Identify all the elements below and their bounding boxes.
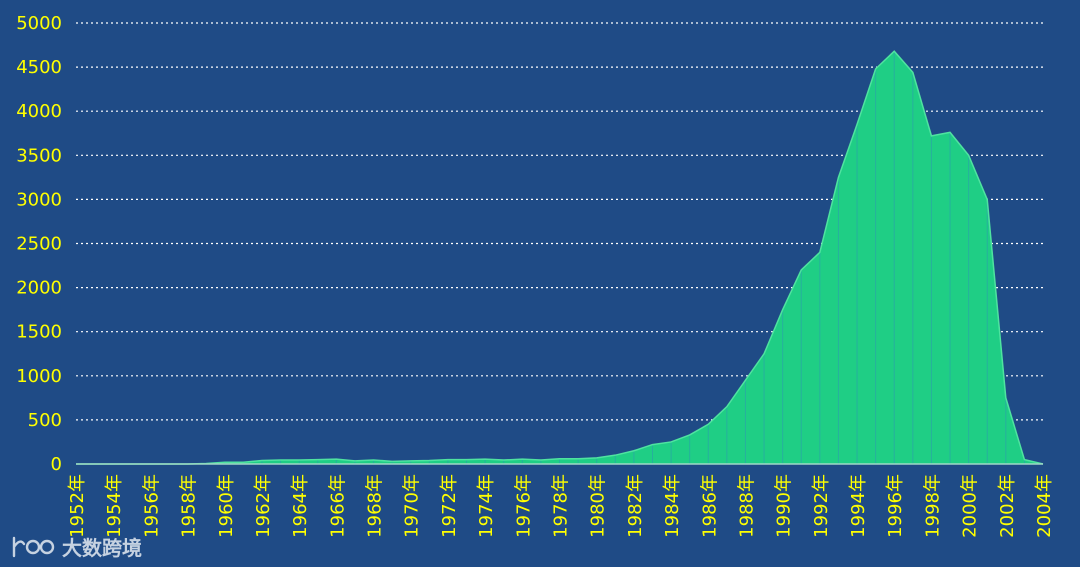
x-tick-label: 2000年 [960, 474, 981, 538]
y-tick-label: 4500 [16, 57, 62, 78]
x-tick-label: 1956年 [141, 474, 162, 538]
y-tick-label: 1500 [16, 322, 62, 343]
area-layer [76, 50, 1044, 465]
x-tick-label: 1988年 [736, 474, 757, 538]
x-tick-label: 1978年 [551, 474, 572, 538]
x-tick-label: 1964年 [290, 474, 311, 538]
x-tick-label: 2004年 [1034, 474, 1055, 538]
x-tick-label: 1960年 [216, 474, 237, 538]
y-tick-label: 2500 [16, 234, 62, 255]
x-tick-label: 1970年 [402, 474, 423, 538]
x-tick-label: 1990年 [774, 474, 795, 538]
x-tick-label: 1980年 [588, 474, 609, 538]
x-tick-label: 1952年 [67, 474, 88, 538]
x-axis-ticks: 1952年 1954年 1956年 1958年 1960年 1962年 1964年 1966年… [67, 474, 1055, 538]
x-tick-label: 1994年 [848, 474, 869, 538]
x-tick-label: 1966年 [327, 474, 348, 538]
y-tick-label: 500 [28, 410, 62, 431]
x-tick-label: 1954年 [104, 474, 125, 538]
x-tick-label: 1968年 [365, 474, 386, 538]
x-tick-label: 2002年 [997, 474, 1018, 538]
x-tick-label: 1996年 [885, 474, 906, 538]
x-tick-label: 1976年 [513, 474, 534, 538]
y-tick-label: 5000 [16, 13, 62, 34]
y-tick-label: 0 [51, 454, 62, 475]
y-tick-label: 2000 [16, 278, 62, 299]
y-axis-ticks: 0 500 1000 1500 2000 2500 3000 3500 4000 4500 5000 [16, 13, 62, 475]
area-fill [76, 51, 1043, 464]
x-tick-label: 1972年 [439, 474, 460, 538]
x-tick-label: 1974年 [476, 474, 497, 538]
y-tick-label: 4000 [16, 101, 62, 122]
x-tick-label: 1982年 [625, 474, 646, 538]
y-tick-label: 3000 [16, 189, 62, 210]
x-tick-label: 1998年 [922, 474, 943, 538]
y-tick-label: 3500 [16, 145, 62, 166]
x-tick-label: 1984年 [662, 474, 683, 538]
x-tick-label: 1958年 [179, 474, 200, 538]
y-tick-label: 1000 [16, 366, 62, 387]
series-line [76, 50, 1044, 465]
x-tick-label: 1962年 [253, 474, 274, 538]
x-tick-label: 1986年 [699, 474, 720, 538]
x-tick-label: 1992年 [811, 474, 832, 538]
